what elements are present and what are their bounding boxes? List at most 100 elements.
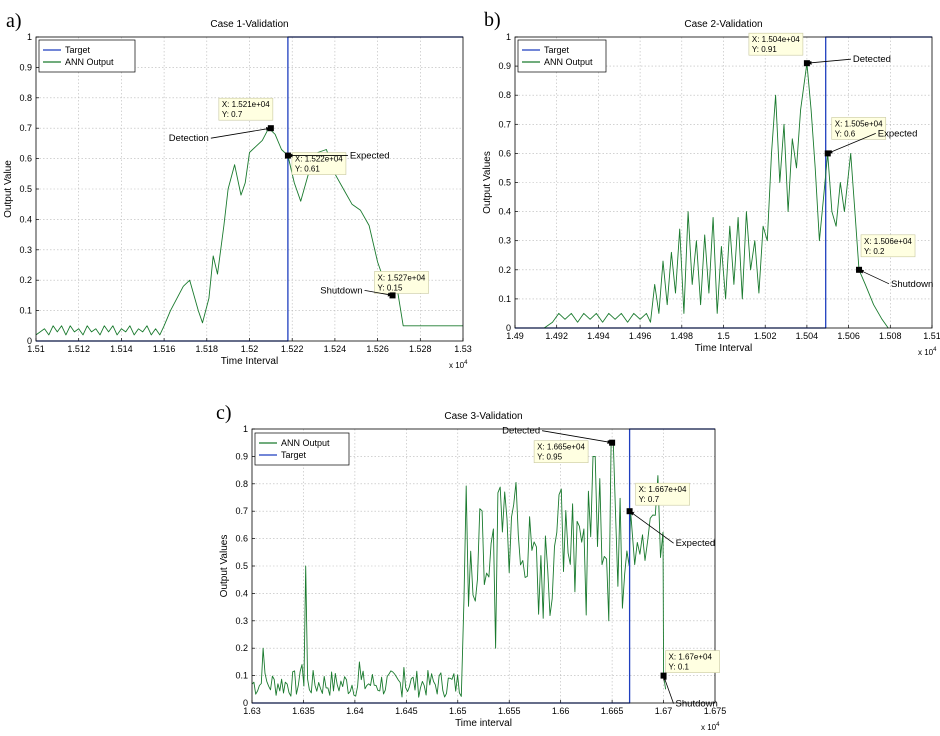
y-tick-label: 0.3	[235, 616, 248, 626]
datatip-y-text: Y: 0.61	[295, 165, 320, 174]
x-tick-label: 1.635	[292, 706, 315, 716]
datatip: X: 1.67e+04Y: 0.1 Shutdown	[660, 650, 720, 710]
y-tick-label: 1	[506, 32, 511, 42]
callout-arrowhead	[607, 440, 613, 444]
y-tick-label: 0.5	[235, 561, 248, 571]
x-tick-label: 1.494	[587, 331, 610, 341]
datatip-x-text: X: 1.506e+04	[864, 237, 912, 246]
callout-arrowhead	[827, 149, 833, 154]
datatip-y-text: Y: 0.95	[537, 453, 562, 462]
legend: Target ANN Output	[517, 39, 607, 73]
y-tick-label: 0.8	[498, 90, 511, 100]
callout-arrow-line	[806, 58, 851, 64]
callout-label: Detection	[169, 133, 209, 144]
legend-entry: ANN Output	[65, 57, 114, 67]
datatip-x-text: X: 1.522e+04	[295, 155, 343, 164]
datatip-x-text: X: 1.67e+04	[669, 653, 713, 662]
x-axis-label: Time Interval	[695, 343, 752, 354]
datatip-y-text: Y: 0.7	[222, 110, 243, 119]
callout-arrow-line	[364, 290, 393, 296]
datatip-box	[374, 271, 429, 294]
datatip: X: 1.667e+04Y: 0.7 Expected	[626, 482, 716, 549]
callout-arrowhead	[629, 511, 635, 516]
legend-box	[517, 39, 607, 73]
x-tick-label: 1.66	[552, 706, 570, 716]
callout-label: Shutdown	[320, 285, 362, 296]
datatip: X: 1.506e+04Y: 0.2 Shutdown	[856, 234, 933, 290]
plot-frame	[251, 428, 716, 704]
callout-arrowhead	[387, 292, 393, 297]
plot-frame	[514, 36, 933, 329]
x-exponent-label: x 104	[701, 722, 720, 732]
x-tick-label: 1.516	[153, 344, 176, 354]
x-tick-label: 1.53	[454, 344, 472, 354]
legend: Target ANN Output	[38, 39, 136, 73]
chart-case-3: c) Case 3-Validation 1.63 1.635 1.64 1.645 1.6…	[216, 402, 726, 732]
y-axis-label: Output Values	[482, 151, 493, 214]
legend-entry: Target	[281, 450, 307, 460]
y-tick-label: 0.7	[498, 119, 511, 129]
callout-arrowhead	[265, 127, 271, 131]
callout-arrow-line	[858, 269, 890, 285]
legend-entry: ANN Output	[544, 57, 593, 67]
x-tick-label: 1.5	[717, 331, 730, 341]
x-tick-label: 1.524	[324, 344, 347, 354]
y-tick-label: 0.5	[19, 184, 32, 194]
ann-output-series-line	[543, 62, 889, 329]
y-tick-label: 0.8	[19, 93, 32, 103]
x-tick-label: 1.518	[196, 344, 219, 354]
y-tick-label: 0.1	[19, 306, 32, 316]
datatip-y-text: Y: 0.2	[864, 247, 885, 256]
x-tick-label: 1.498	[671, 331, 694, 341]
datatip: X: 1.665e+04Y: 0.95 Detected	[502, 426, 616, 464]
callout-label: Expected	[878, 128, 918, 139]
chart-title: Case 2-Validation	[684, 19, 762, 30]
datatip-box	[831, 117, 887, 140]
y-tick-label: 0.4	[19, 214, 32, 224]
y-tick-label: 0	[506, 323, 511, 333]
y-tick-label: 0	[243, 698, 248, 708]
datatip-y-text: Y: 0.7	[639, 495, 660, 504]
datatip-y-text: Y: 0.6	[835, 129, 856, 138]
callout-arrowhead	[859, 269, 865, 274]
callout-arrow-line	[210, 127, 271, 139]
x-tick-label: 1.528	[409, 344, 432, 354]
datatip: X: 1.505e+04Y: 0.6 Expected	[824, 117, 918, 157]
x-tick-label: 1.665	[601, 706, 624, 716]
datatip-x-text: X: 1.667e+04	[639, 485, 687, 494]
y-tick-label: 1	[243, 424, 248, 434]
callout-label: Shutdown	[891, 279, 933, 290]
x-tick-label: 1.506	[837, 331, 860, 341]
datatip-x-text: X: 1.504e+04	[752, 35, 800, 44]
callout-arrowhead	[806, 60, 812, 65]
x-tick-label: 1.522	[281, 344, 304, 354]
datatip: X: 1.521e+04Y: 0.7 Detection	[169, 97, 274, 144]
y-tick-label: 0.9	[19, 62, 32, 72]
callout-label: Detected	[853, 54, 891, 65]
x-tick-label: 1.645	[395, 706, 418, 716]
datatip-marker	[803, 60, 810, 67]
x-exponent-label: x 104	[918, 347, 937, 357]
x-tick-label: 1.67	[655, 706, 673, 716]
x-tick-label: 1.504	[796, 331, 819, 341]
chart-case-2: b) Case 2-Validation 1.49 1.492 1.494 1.496 1.…	[482, 9, 940, 357]
y-tick-label: 0.1	[235, 671, 248, 681]
panel-letter: a)	[6, 10, 22, 32]
chart-title: Case 1-Validation	[210, 19, 288, 30]
datatip-x-text: X: 1.527e+04	[378, 273, 426, 282]
datatip-y-text: Y: 0.91	[752, 45, 777, 54]
y-tick-label: 0.2	[235, 643, 248, 653]
legend-entry: Target	[544, 45, 570, 55]
y-tick-label: 0.5	[498, 178, 511, 188]
callout-label: Expected	[350, 151, 390, 162]
callout-label: Expected	[676, 538, 716, 549]
datatip-x-text: X: 1.505e+04	[835, 119, 883, 128]
panel-letter: c)	[216, 402, 232, 424]
chart-title: Case 3-Validation	[444, 411, 522, 422]
x-tick-label: 1.63	[243, 706, 261, 716]
callout-arrow-line	[629, 510, 674, 544]
y-tick-label: 0.4	[235, 588, 248, 598]
datatip-box	[665, 650, 720, 673]
x-axis-label: Time Interval	[221, 356, 278, 367]
datatip-box	[635, 482, 690, 506]
